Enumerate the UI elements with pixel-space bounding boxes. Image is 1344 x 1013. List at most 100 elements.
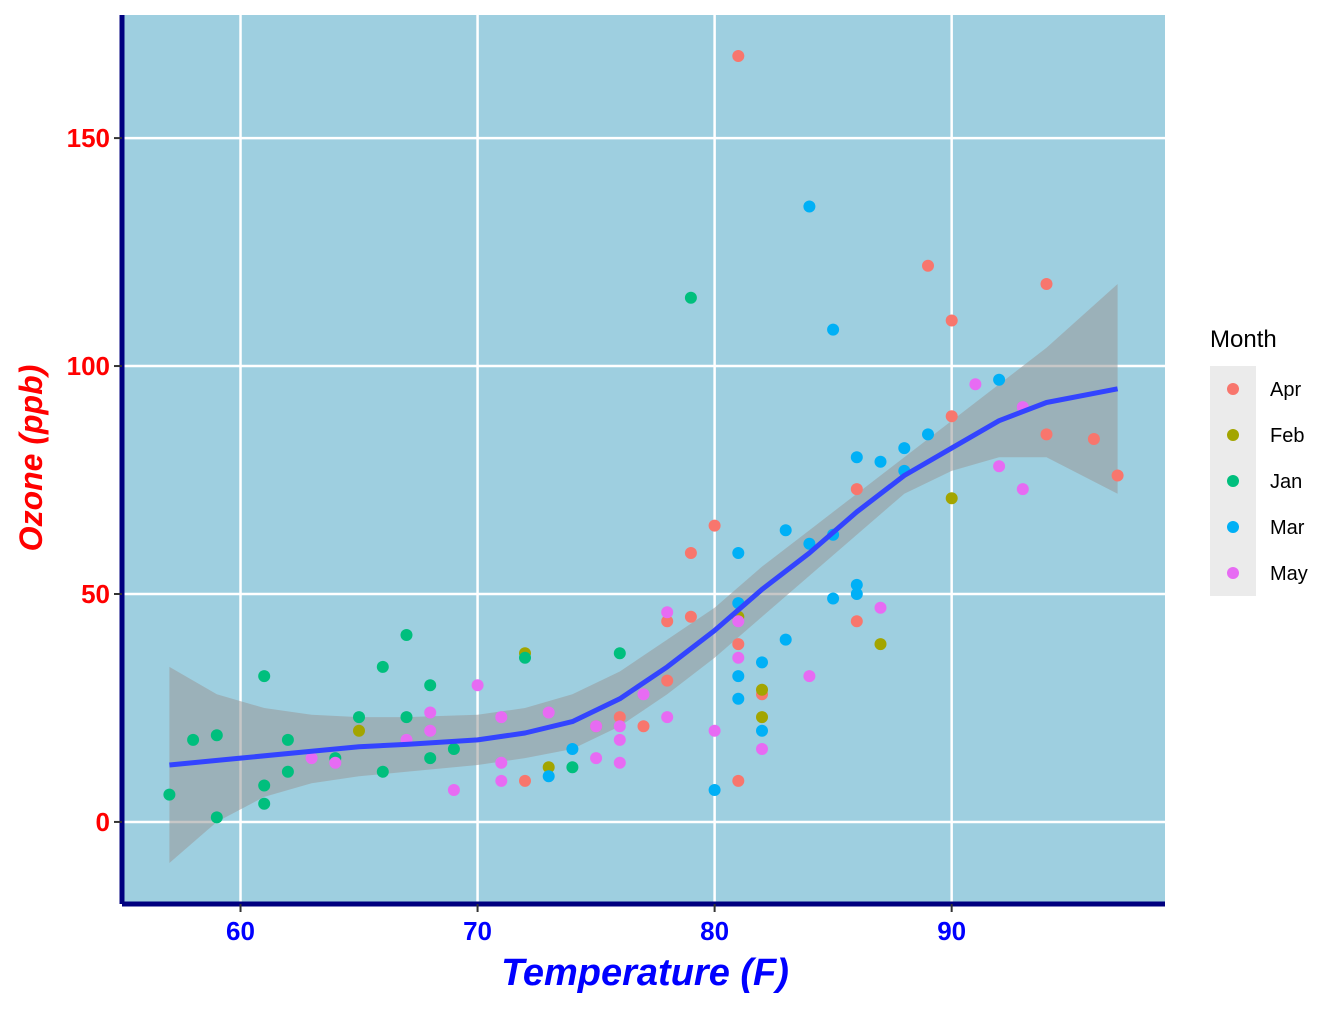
- data-point-mar-12: [850, 578, 863, 591]
- data-point-mar-6: [874, 455, 887, 468]
- data-point-jan-8: [400, 711, 413, 724]
- data-point-may-21: [756, 743, 768, 755]
- legend-key-apr: [1227, 383, 1239, 395]
- data-point-apr-17: [613, 711, 626, 724]
- legend-label-feb: Feb: [1270, 425, 1304, 447]
- data-point-apr-0: [732, 50, 745, 62]
- data-point-may-11: [424, 706, 437, 719]
- data-point-jan-2: [613, 647, 626, 660]
- data-point-feb-6: [542, 761, 555, 774]
- data-point-mar-8: [779, 524, 792, 537]
- data-point-apr-18: [637, 720, 650, 733]
- data-point-may-13: [495, 711, 508, 724]
- y-tick-label-0: 0: [96, 807, 110, 837]
- data-point-apr-15: [661, 674, 674, 687]
- data-point-jan-6: [424, 679, 437, 692]
- data-point-apr-3: [945, 314, 958, 327]
- data-point-mar-11: [732, 547, 745, 559]
- data-point-may-4: [874, 601, 887, 614]
- data-point-apr-10: [684, 547, 697, 559]
- data-point-mar-3: [922, 428, 934, 441]
- data-point-jan-21: [210, 811, 223, 824]
- data-point-mar-1: [827, 323, 840, 336]
- data-point-may-6: [732, 615, 745, 628]
- data-point-mar-20: [756, 724, 768, 737]
- data-point-jan-13: [424, 752, 437, 765]
- data-point-may-3: [1016, 483, 1029, 496]
- data-point-mar-10: [803, 537, 816, 550]
- x-axis-label: Temperature (F): [501, 952, 789, 994]
- data-points: [163, 50, 1124, 824]
- smooth-line-layer: [169, 386, 1119, 768]
- data-point-jan-18: [258, 779, 271, 792]
- data-point-mar-14: [827, 592, 840, 605]
- x-tick-label-90: 90: [937, 916, 966, 946]
- y-tick-label-150: 150: [67, 123, 110, 153]
- data-point-apr-9: [708, 519, 721, 532]
- data-point-jan-19: [163, 788, 176, 801]
- data-point-may-14: [661, 711, 674, 724]
- data-point-apr-5: [1040, 428, 1053, 441]
- data-point-mar-16: [779, 633, 792, 646]
- data-point-may-8: [803, 670, 816, 683]
- data-point-apr-1: [922, 259, 934, 272]
- legend-entries: Apr Feb Jan Mar May: [1227, 379, 1308, 585]
- data-point-apr-2: [1040, 278, 1053, 290]
- data-point-may-24: [495, 756, 508, 769]
- data-point-may-25: [613, 756, 626, 769]
- data-point-feb-1: [874, 638, 887, 651]
- legend-label-mar: Mar: [1270, 517, 1305, 539]
- data-point-jan-5: [258, 670, 271, 683]
- data-point-may-17: [424, 724, 437, 737]
- legend-title: Month: [1210, 326, 1277, 353]
- data-point-may-15: [590, 720, 603, 733]
- legend-key-may: [1227, 567, 1239, 579]
- data-point-jan-15: [281, 765, 294, 778]
- data-point-mar-19: [732, 692, 745, 705]
- data-point-apr-4: [945, 410, 958, 423]
- data-point-jan-11: [281, 733, 294, 746]
- data-point-apr-6: [1087, 433, 1100, 445]
- data-point-may-5: [661, 606, 674, 619]
- data-point-jan-12: [447, 743, 460, 755]
- data-point-jan-16: [376, 765, 389, 778]
- data-point-may-16: [613, 720, 626, 733]
- data-point-jan-3: [519, 651, 531, 664]
- data-point-may-28: [447, 784, 460, 796]
- axes: [119, 15, 1165, 907]
- data-point-jan-10: [210, 729, 223, 742]
- legend-label-jan: Jan: [1270, 471, 1302, 493]
- data-point-jan-20: [258, 797, 271, 810]
- data-point-apr-20: [732, 774, 745, 787]
- data-point-may-18: [708, 724, 721, 737]
- data-point-jan-17: [566, 761, 579, 774]
- data-point-jan-4: [376, 660, 389, 673]
- data-point-apr-12: [661, 615, 674, 628]
- data-point-may-2: [993, 460, 1006, 473]
- data-point-mar-13: [850, 588, 863, 600]
- data-point-mar-23: [708, 784, 721, 796]
- data-point-apr-7: [1111, 469, 1124, 482]
- data-point-feb-0: [945, 492, 958, 505]
- data-point-mar-5: [850, 451, 863, 464]
- data-point-feb-3: [756, 683, 768, 696]
- data-point-apr-8: [850, 483, 863, 496]
- data-point-mar-2: [993, 373, 1006, 386]
- data-point-feb-4: [756, 711, 768, 724]
- x-tick-label-80: 80: [700, 916, 729, 946]
- legend-key-jan: [1227, 475, 1239, 487]
- x-axis-ticks: 60 70 80 90: [226, 904, 966, 946]
- data-point-may-22: [305, 752, 318, 765]
- legend-label-may: May: [1270, 563, 1308, 585]
- data-point-may-7: [732, 651, 745, 664]
- data-point-jan-0: [684, 291, 697, 304]
- data-point-jan-7: [353, 711, 365, 724]
- legend-label-apr: Apr: [1270, 379, 1301, 401]
- legend: Month Apr Feb Jan Mar May: [1210, 326, 1308, 596]
- x-tick-label-70: 70: [463, 916, 492, 946]
- data-point-may-23: [329, 756, 342, 769]
- data-point-apr-14: [732, 638, 745, 651]
- data-point-may-12: [542, 706, 555, 719]
- data-point-jan-9: [187, 733, 200, 746]
